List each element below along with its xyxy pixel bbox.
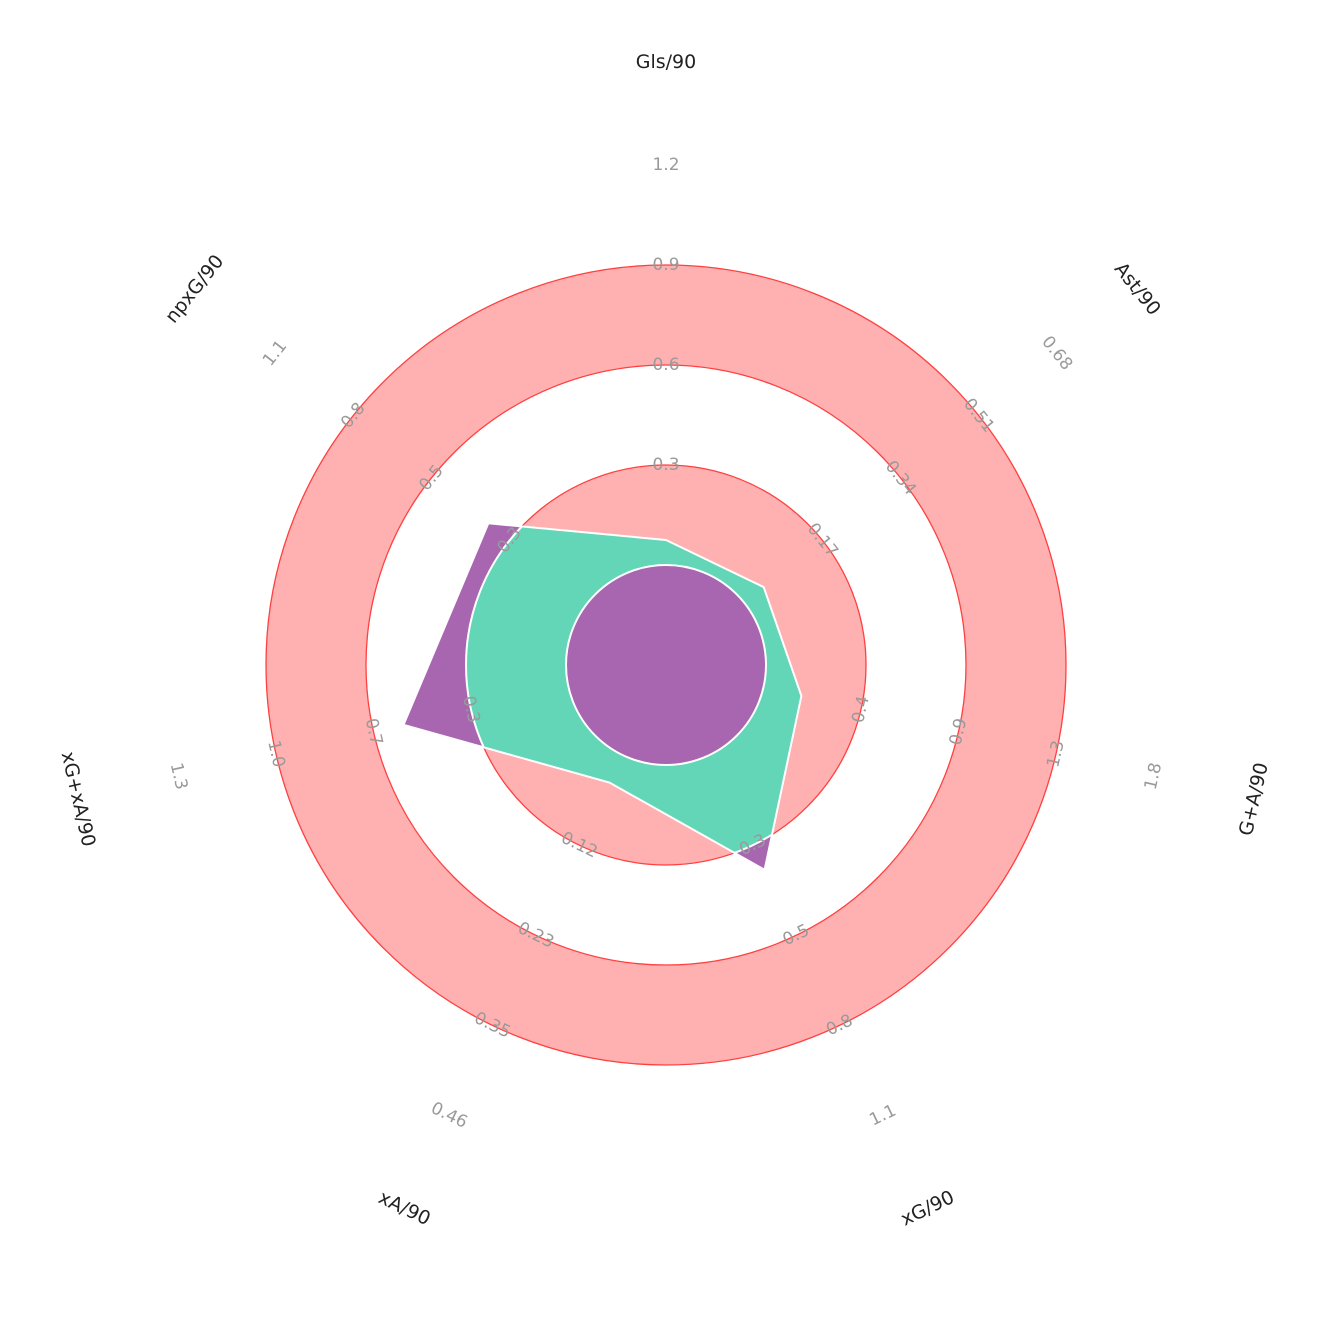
tick-label: 1.2 — [652, 155, 679, 175]
tick-label: 0.3 — [652, 455, 679, 475]
ring-edge — [365, 364, 967, 966]
param-label: Gls/90 — [636, 51, 696, 73]
param-label: npxG/90 — [161, 251, 228, 328]
radar-outline — [402, 522, 803, 872]
tick-label: 1.1 — [259, 336, 291, 370]
radar-inner-edge — [565, 564, 767, 766]
tick-label: 0.68 — [1037, 332, 1076, 374]
param-label: xG/90 — [897, 1186, 957, 1230]
tick-label: 1.8 — [1141, 761, 1167, 792]
param-label: Ast/90 — [1110, 258, 1165, 319]
tick-label: 1.1 — [866, 1101, 899, 1131]
param-label: xA/90 — [375, 1186, 434, 1230]
param-label: xG+xA/90 — [57, 750, 100, 849]
tick-label: 1.3 — [166, 761, 192, 792]
param-label: G+A/90 — [1235, 761, 1273, 838]
tick-label: 0.9 — [652, 255, 679, 275]
ring-edge — [265, 264, 1067, 1066]
tick-label: 0.6 — [652, 355, 679, 375]
tick-label: 0.46 — [428, 1098, 471, 1132]
